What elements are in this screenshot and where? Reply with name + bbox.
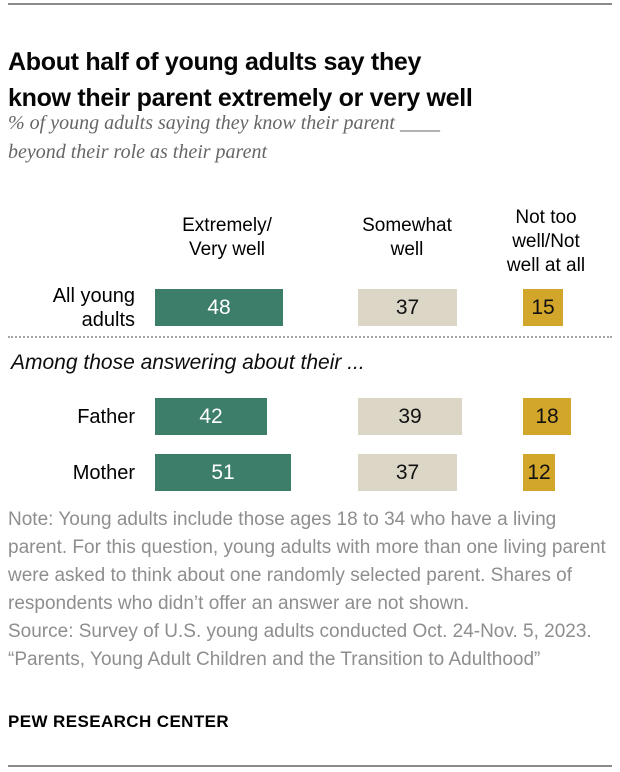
bar-value-label: 15 (531, 295, 555, 319)
bar-all-extremely-very-well: 48 (155, 289, 283, 326)
bar-value-label: 42 (199, 404, 223, 428)
bar-mother-somewhat-well: 37 (358, 454, 457, 491)
column-header-somewhat-well: Somewhat well (362, 215, 452, 260)
bar-value-label: 39 (398, 404, 422, 428)
bar-value-label: 37 (395, 460, 420, 484)
dotted-divider (8, 336, 612, 338)
row-label-all-young-adults: All young adults (52, 284, 135, 331)
column-header-extremely-very-well: Extremely/ Very well (182, 215, 272, 260)
chart-title: About half of young adults say they know… (8, 47, 473, 112)
bar-all-somewhat-well: 37 (358, 289, 457, 326)
report-title-text: “Parents, Young Adult Children and the T… (8, 649, 541, 670)
bar-mother-extremely-very-well: 51 (155, 454, 291, 491)
section-label: Among those answering about their ... (11, 351, 365, 374)
row-label-father: Father (77, 405, 135, 428)
bar-mother-not-too-well: 12 (523, 454, 555, 491)
bar-father-somewhat-well: 39 (358, 398, 462, 435)
bar-value-label: 18 (535, 404, 559, 428)
bar-value-label: 48 (207, 295, 231, 319)
source-text: Source: Survey of U.S. young adults cond… (8, 621, 592, 642)
bar-all-not-too-well: 15 (523, 289, 563, 326)
bar-value-label: 37 (395, 295, 420, 319)
bar-value-label: 12 (527, 460, 551, 484)
bar-row-mother: Mother 51 37 12 (0, 454, 620, 491)
row-label-mother: Mother (72, 461, 135, 484)
top-rule (8, 3, 612, 5)
bottom-rule (8, 765, 612, 767)
chart-subtitle: % of young adults saying they know their… (8, 112, 440, 163)
bar-value-label: 51 (211, 460, 235, 484)
bar-father-not-too-well: 18 (523, 398, 571, 435)
footnotes: Note: Young adults include those ages 18… (8, 506, 616, 674)
note-text: Note: Young adults include those ages 18… (8, 509, 606, 614)
bar-father-extremely-very-well: 42 (155, 398, 267, 435)
pew-research-center-wordmark: PEW RESEARCH CENTER (8, 712, 230, 731)
bar-row-all-young-adults: All young adults 48 37 15 (0, 284, 620, 331)
column-header-not-too-well: Not too well/Not well at all (506, 207, 586, 276)
bar-row-father: Father 42 39 18 (0, 398, 620, 435)
